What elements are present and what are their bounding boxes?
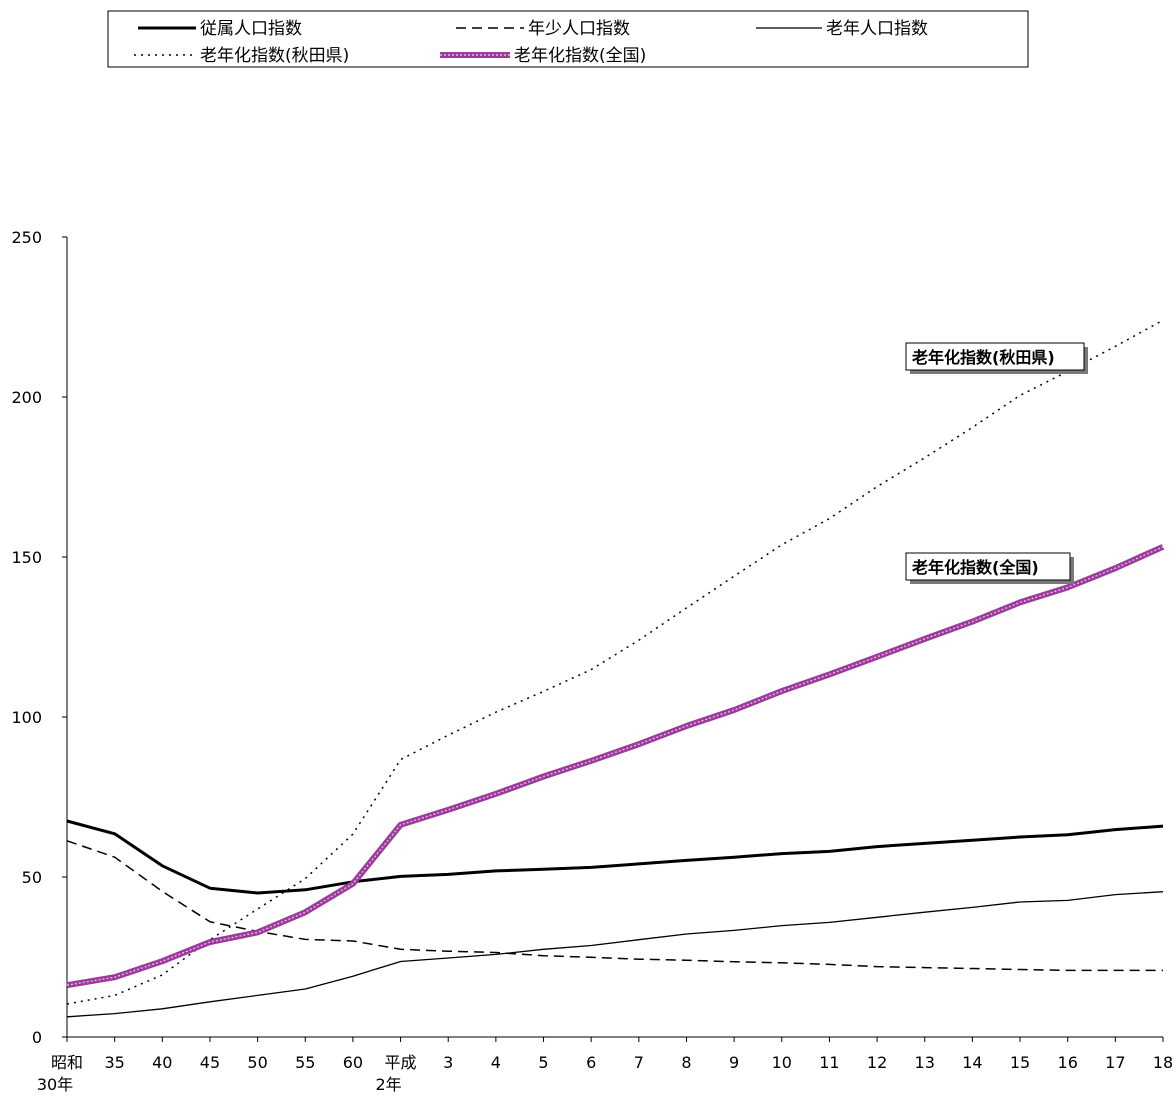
x-tick-label: 55 [295, 1053, 315, 1072]
plot-area [66, 319, 1165, 1018]
x-tick-label: 4 [491, 1053, 501, 1072]
y-tick-label: 200 [11, 388, 42, 407]
annotation-label: 老年化指数(全国) [911, 558, 1039, 577]
x-tick-label: 8 [681, 1053, 691, 1072]
series-line-2 [66, 891, 1164, 1018]
series-line-4 [66, 544, 1165, 989]
x-tick-label: 40 [152, 1053, 172, 1072]
legend-item-0: 従属人口指数 [138, 19, 302, 39]
series-line-3 [66, 319, 1164, 1005]
series-line-1 [66, 840, 1163, 972]
legend-item-1: 年少人口指数 [456, 19, 630, 39]
annotation-callout-0: 老年化指数(秋田県) [905, 342, 1088, 374]
legend-box [107, 10, 1029, 68]
legend-label: 年少人口指数 [528, 19, 630, 39]
legend-label: 老年化指数(秋田県) [200, 46, 349, 66]
x-tick-label: 60 [343, 1053, 363, 1072]
x-tick-label: 11 [819, 1053, 839, 1072]
x-tick-label: 14 [962, 1053, 982, 1072]
x-tick-label: 12 [867, 1053, 887, 1072]
x-tick-label: 35 [104, 1053, 124, 1072]
x-tick-label: 5 [538, 1053, 548, 1072]
legend-item-2: 老年人口指数 [756, 19, 928, 39]
x-tick-label: 18 [1153, 1053, 1173, 1072]
x-tick-label: 45 [200, 1053, 220, 1072]
y-tick-label: 0 [32, 1028, 42, 1047]
x-tick-label: 7 [634, 1053, 644, 1072]
x-tick-label: 6 [586, 1053, 596, 1072]
legend-label: 老年化指数(全国) [514, 46, 646, 66]
y-tick-label: 250 [11, 228, 42, 247]
x-tick-label: 3 [443, 1053, 453, 1072]
x-tick-label: 10 [772, 1053, 792, 1072]
series-line-0 [66, 819, 1164, 895]
x-tick-label: 9 [729, 1053, 739, 1072]
legend-label: 老年人口指数 [826, 19, 928, 39]
x-tick-label: 50 [247, 1053, 267, 1072]
x-tick-label: 17 [1105, 1053, 1125, 1072]
y-tick-label: 100 [11, 708, 42, 727]
legend-label: 従属人口指数 [200, 19, 302, 39]
annotation-label: 老年化指数(秋田県) [911, 348, 1055, 367]
x-tick-label: 昭和 30年 [37, 1053, 83, 1094]
legend-item-4: 老年化指数(全国) [440, 46, 646, 66]
x-tick-label: 16 [1058, 1053, 1078, 1072]
x-tick-label: 15 [1010, 1053, 1030, 1072]
annotation-callout-1: 老年化指数(全国) [905, 552, 1074, 584]
annotations: 老年化指数(秋田県) 老年化指数(全国) [905, 342, 1088, 584]
y-tick-label: 50 [22, 868, 42, 887]
y-tick-label: 150 [11, 548, 42, 567]
x-tick-label: 13 [915, 1053, 935, 1072]
x-tick-label: 平成 2年 [375, 1053, 416, 1094]
legend-item-3: 老年化指数(秋田県) [134, 46, 349, 66]
